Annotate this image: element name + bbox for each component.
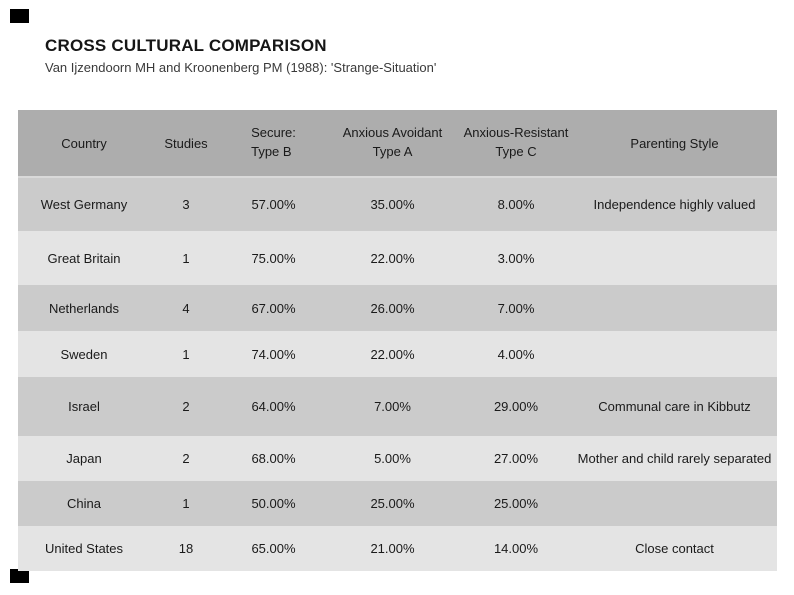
cell-studies: 1 [182,346,190,362]
cell-studies: 1 [182,496,190,511]
cell-parenting: Communal care in Kibbutz [598,399,751,414]
table-row: Netherlands 4 67.00% 26.00% 7.00% [18,285,777,331]
col-header-secure: Secure: Type B [251,125,296,159]
cell-country: Israel [68,399,100,414]
cell-parenting [572,231,777,285]
cell-resistant: 3.00% [497,250,535,266]
table-row: West Germany 3 57.00% 35.00% 8.00% Indep… [18,177,777,231]
cell-studies: 2 [182,451,190,466]
cell-secure: 50.00% [251,496,296,511]
cell-secure: 74.00% [251,346,296,362]
cell-avoidant: 22.00% [370,250,415,266]
page-title: CROSS CULTURAL COMPARISON [45,36,327,55]
cell-secure: 75.00% [251,250,296,266]
col-header-country: Country [61,135,107,151]
table-row: Sweden 1 74.00% 22.00% 4.00% [18,331,777,377]
cell-secure: 65.00% [251,541,296,556]
cell-studies: 1 [182,250,190,266]
cell-country: Great Britain [47,250,121,266]
cell-resistant: 29.00% [493,399,539,414]
cell-country: Netherlands [48,300,120,316]
cell-resistant: 27.00% [493,451,539,466]
cell-parenting: Mother and child rarely separated [577,451,772,466]
col-header-parenting: Parenting Style [630,135,719,151]
table-row: Israel 2 64.00% 7.00% 29.00% Communal ca… [18,377,777,436]
cell-resistant: 4.00% [497,346,535,362]
cell-avoidant: 5.00% [374,451,411,466]
cell-secure: 68.00% [251,451,296,466]
cell-resistant: 8.00% [497,197,535,212]
cell-studies: 3 [182,197,190,212]
cell-avoidant: 26.00% [370,300,415,316]
table-row: Great Britain 1 75.00% 22.00% 3.00% [18,231,777,285]
col-header-avoidant: Anxious Avoidant Type A [342,125,443,159]
cell-avoidant: 7.00% [374,399,411,414]
cell-avoidant: 35.00% [370,197,415,212]
cell-country: China [67,496,101,511]
cell-studies: 4 [182,300,190,316]
cell-country: Sweden [60,346,108,362]
cell-parenting [572,331,777,377]
table-row: United States 18 65.00% 21.00% 14.00% Cl… [18,526,777,571]
table-row: China 1 50.00% 25.00% 25.00% [18,481,777,526]
table-header-row: Country Studies Secure: Type B Anxious Av… [18,110,777,177]
comparison-table: Country Studies Secure: Type B Anxious Av… [18,110,777,571]
cell-avoidant: 25.00% [370,496,415,511]
cell-studies: 2 [182,399,190,414]
cell-country: Japan [66,451,102,466]
col-header-resistant: Anxious-Resistant Type C [463,125,569,159]
col-header-studies: Studies [164,135,208,151]
corner-mark-top [10,9,29,23]
table-row: Japan 2 68.00% 5.00% 27.00% Mother and c… [18,436,777,481]
cell-studies: 18 [178,541,194,556]
cell-secure: 67.00% [251,300,296,316]
cell-parenting [572,481,777,526]
cell-avoidant: 22.00% [370,346,415,362]
page-subtitle: Van Ijzendoorn MH and Kroonenberg PM (19… [45,60,437,75]
cell-avoidant: 21.00% [370,541,415,556]
cell-parenting: Independence highly valued [593,197,756,212]
cell-secure: 64.00% [251,399,296,414]
cell-country: United States [44,541,124,556]
corner-mark-bottom [10,569,29,583]
cell-country: West Germany [40,197,128,212]
cell-parenting [572,285,777,331]
cell-resistant: 14.00% [493,541,539,556]
cell-resistant: 25.00% [493,496,539,511]
cell-resistant: 7.00% [497,300,535,316]
cell-secure: 57.00% [251,197,296,212]
cell-parenting: Close contact [635,541,714,556]
